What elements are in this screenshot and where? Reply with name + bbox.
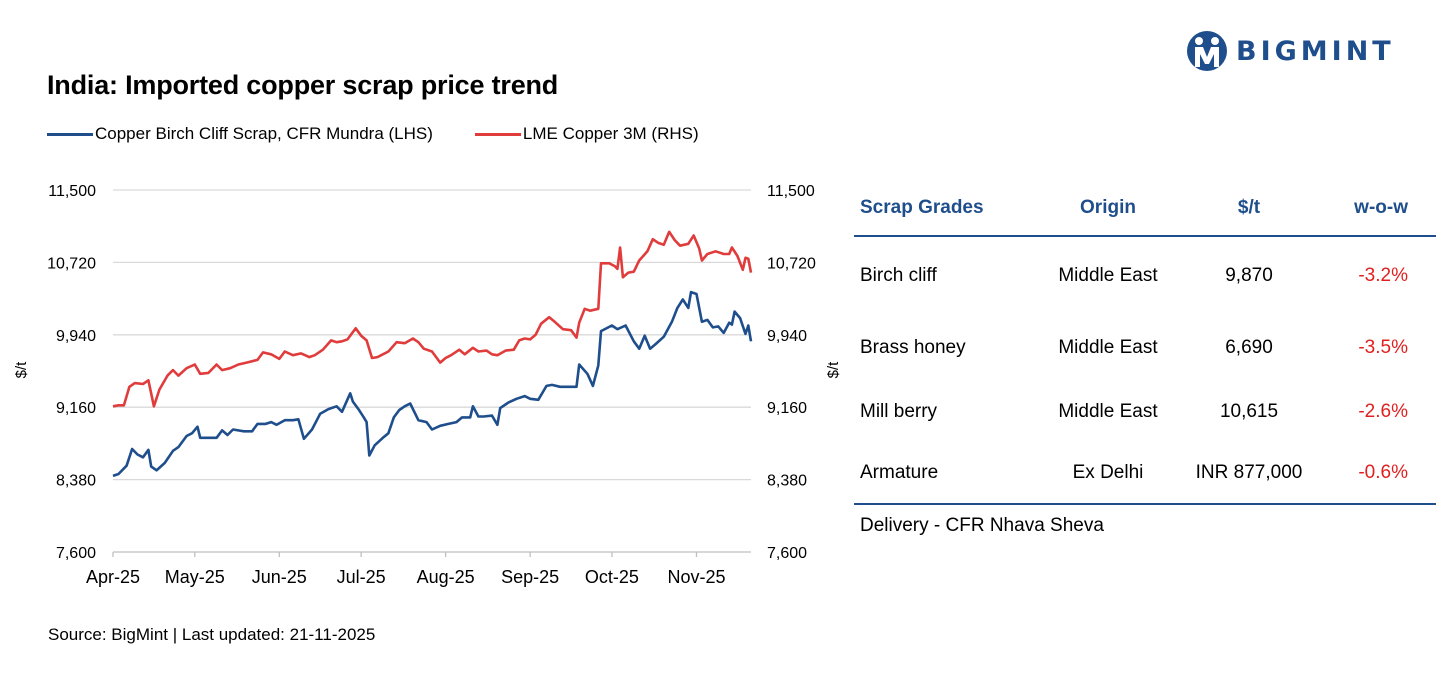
chart-title: India: Imported copper scrap price trend (47, 70, 559, 100)
bigmint-logo-text: BIGMINT (1236, 35, 1395, 67)
y-tick-label-left: 11,500 (48, 183, 96, 200)
y-tick-label-right: 11,500 (767, 183, 815, 200)
x-tick-label: Jul-25 (337, 567, 386, 587)
x-tick-label: Apr-25 (86, 567, 140, 587)
series-line-birch-cliff (112, 290, 753, 478)
cell-wow: -0.6% (1358, 462, 1408, 483)
y-axis-label-right: $/t (825, 361, 840, 379)
cell-wow: -3.2% (1358, 264, 1408, 286)
series-line-lme-copper (112, 230, 753, 408)
legend-label-birch-cliff: Copper Birch Cliff Scrap, CFR Mundra (LH… (95, 124, 433, 143)
legend-swatch-birch-cliff (47, 132, 93, 136)
legend-label-lme-copper: LME Copper 3M (RHS) (522, 124, 699, 143)
bigmint-logo-icon (1187, 31, 1227, 71)
scrap-grades-table: Scrap Grades Origin $/t w-o-w Birch clif… (854, 180, 1436, 504)
y-tick-label-right: 8,380 (767, 473, 807, 490)
table-row: Brass honey Middle East 6,690 -3.5% (854, 314, 1436, 382)
header-price: $/t (1237, 196, 1261, 218)
y-tick-label-right: 9,160 (767, 400, 807, 417)
table-row: Mill berry Middle East 10,615 -2.6% (854, 382, 1436, 442)
y-tick-label-left: 10,720 (47, 255, 96, 272)
x-tick-label: Sep-25 (501, 567, 559, 587)
header-wow: w-o-w (1354, 196, 1408, 218)
header-scrap-grades: Scrap Grades (860, 196, 984, 218)
cell-grade: Brass honey (860, 337, 966, 358)
table-footer: Delivery - CFR Nhava Sheva (854, 503, 1436, 537)
delivery-note: Delivery - CFR Nhava Sheva (860, 515, 1104, 536)
header-origin: Origin (1080, 196, 1136, 218)
cell-wow: -2.6% (1358, 401, 1408, 422)
cell-wow: -3.5% (1358, 337, 1408, 358)
y-tick-label-right: 9,940 (767, 328, 807, 345)
x-tick-label: Jun-25 (252, 567, 307, 587)
cell-price: 9,870 (1225, 264, 1273, 286)
table-header: Scrap Grades Origin $/t w-o-w (854, 180, 1436, 237)
source-note: Source: BigMint | Last updated: 21-11-20… (48, 625, 376, 644)
x-tick-label: May-25 (165, 567, 225, 587)
chart-legend: Copper Birch Cliff Scrap, CFR Mundra (LH… (47, 124, 741, 144)
cell-grade: Birch cliff (860, 264, 937, 286)
cell-price: INR 877,000 (1195, 462, 1303, 483)
bigmint-logo: BIGMINT (1186, 30, 1395, 72)
gridlines (113, 189, 751, 481)
y-tick-label-right: 10,720 (767, 255, 816, 272)
cell-origin: Middle East (1058, 264, 1158, 286)
cell-origin: Ex Delhi (1072, 462, 1144, 483)
legend-item-birch-cliff: Copper Birch Cliff Scrap, CFR Mundra (LH… (47, 124, 433, 144)
y-tick-label-left: 7,600 (56, 545, 96, 562)
table-row: Birch cliff Middle East 9,870 -3.2% (854, 237, 1436, 314)
cell-origin: Middle East (1058, 337, 1158, 358)
axes: 7,600 7,600 8,380 8,380 9,160 9,160 9,940 9,940… (47, 183, 816, 587)
series-lines (112, 230, 753, 478)
y-axis-label-left: $/t (13, 361, 30, 379)
x-tick-label: Nov-25 (667, 567, 725, 587)
price-trend-chart: 7,600 7,600 8,380 8,380 9,160 9,160 9,940 9,940… (13, 183, 840, 587)
y-tick-label-right: 7,600 (767, 545, 807, 562)
legend-item-lme-copper: LME Copper 3M (RHS) (474, 124, 699, 144)
cell-grade: Mill berry (860, 401, 938, 422)
cell-price: 10,615 (1219, 401, 1279, 422)
cell-price: 6,690 (1225, 337, 1273, 358)
x-tick-label: Aug-25 (417, 567, 475, 587)
y-tick-label-left: 9,940 (56, 328, 96, 345)
cell-origin: Middle East (1058, 401, 1158, 422)
legend-swatch-lme-copper (474, 132, 521, 136)
y-tick-label-left: 9,160 (56, 400, 96, 417)
cell-grade: Armature (860, 462, 939, 483)
table-row: Armature Ex Delhi INR 877,000 -0.6% (854, 442, 1436, 504)
y-tick-label-left: 8,380 (56, 473, 96, 490)
x-tick-label: Oct-25 (585, 567, 639, 587)
